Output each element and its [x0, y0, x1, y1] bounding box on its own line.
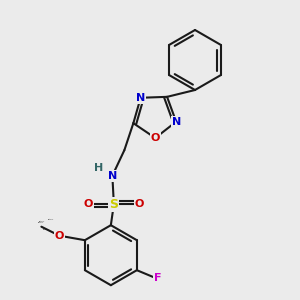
Text: methoxy: methoxy	[48, 219, 54, 220]
Text: methoxy: methoxy	[38, 222, 44, 223]
Text: methoxy: methoxy	[43, 228, 49, 230]
Text: N: N	[108, 171, 117, 181]
Text: N: N	[172, 117, 181, 127]
Text: O: O	[55, 231, 64, 241]
Text: O: O	[135, 199, 144, 209]
Text: methoxy: methoxy	[38, 221, 45, 222]
Text: H: H	[94, 163, 104, 173]
Text: O: O	[84, 199, 93, 209]
Text: S: S	[110, 198, 118, 211]
Text: N: N	[136, 93, 145, 103]
Text: F: F	[154, 273, 162, 283]
Text: O: O	[151, 133, 160, 143]
